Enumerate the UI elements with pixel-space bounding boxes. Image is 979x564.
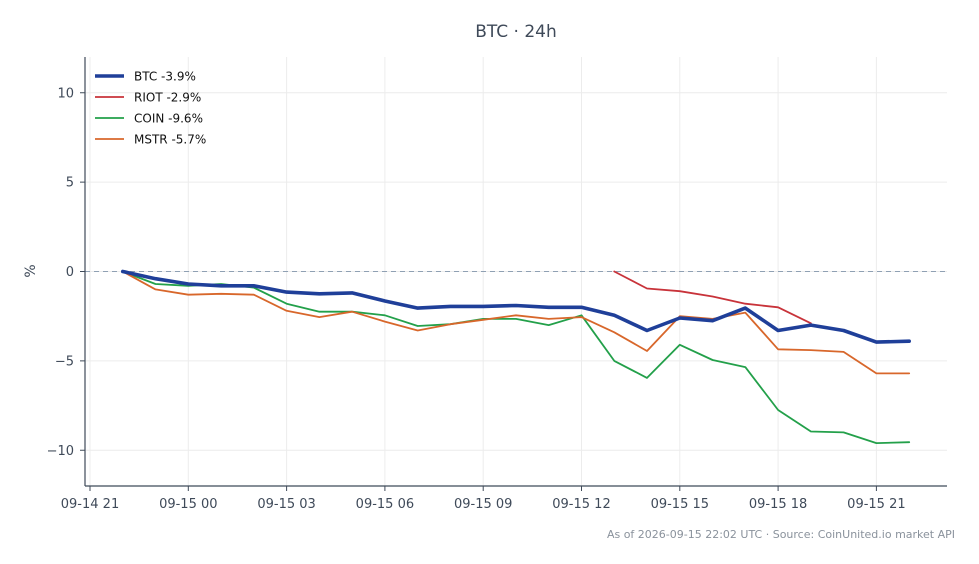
- y-tick-label: 10: [57, 86, 74, 101]
- y-axis-ticks: 10 5 0 −5 −10: [47, 86, 85, 459]
- y-tick-label: 0: [66, 265, 74, 280]
- legend-label: RIOT -2.9%: [134, 91, 201, 105]
- footer-source-note: As of 2026-09-15 22:02 UTC · Source: Coi…: [607, 528, 955, 541]
- x-tick-label: 09-15 21: [847, 497, 905, 512]
- x-tick-label: 09-15 06: [356, 497, 414, 512]
- chart-title: BTC · 24h: [475, 22, 557, 42]
- y-tick-label: −5: [55, 354, 74, 369]
- x-tick-label: 09-15 12: [552, 497, 610, 512]
- legend-label: COIN -9.6%: [134, 112, 203, 126]
- series-lines: [121, 269, 911, 444]
- x-axis-ticks: 09-14 21 09-15 00 09-15 03 09-15 06 09-15 09…: [61, 486, 906, 512]
- series-line-mstr: [121, 270, 911, 375]
- x-tick-label: 09-15 03: [257, 497, 315, 512]
- legend: BTC -3.9% RIOT -2.9% COIN -9.6% MSTR -5.7%: [95, 70, 206, 147]
- series-line-riot: [613, 270, 812, 325]
- y-tick-label: 5: [66, 176, 74, 191]
- y-axis-label: %: [23, 264, 39, 277]
- series-line-btc: [121, 269, 911, 344]
- x-tick-label: 09-15 15: [651, 497, 709, 512]
- legend-label: BTC -3.9%: [134, 70, 196, 84]
- legend-label: MSTR -5.7%: [134, 133, 206, 147]
- x-tick-label: 09-15 18: [749, 497, 807, 512]
- x-tick-label: 09-14 21: [61, 497, 119, 512]
- y-tick-label: −10: [47, 444, 74, 459]
- x-tick-label: 09-15 00: [159, 497, 217, 512]
- x-tick-label: 09-15 09: [454, 497, 512, 512]
